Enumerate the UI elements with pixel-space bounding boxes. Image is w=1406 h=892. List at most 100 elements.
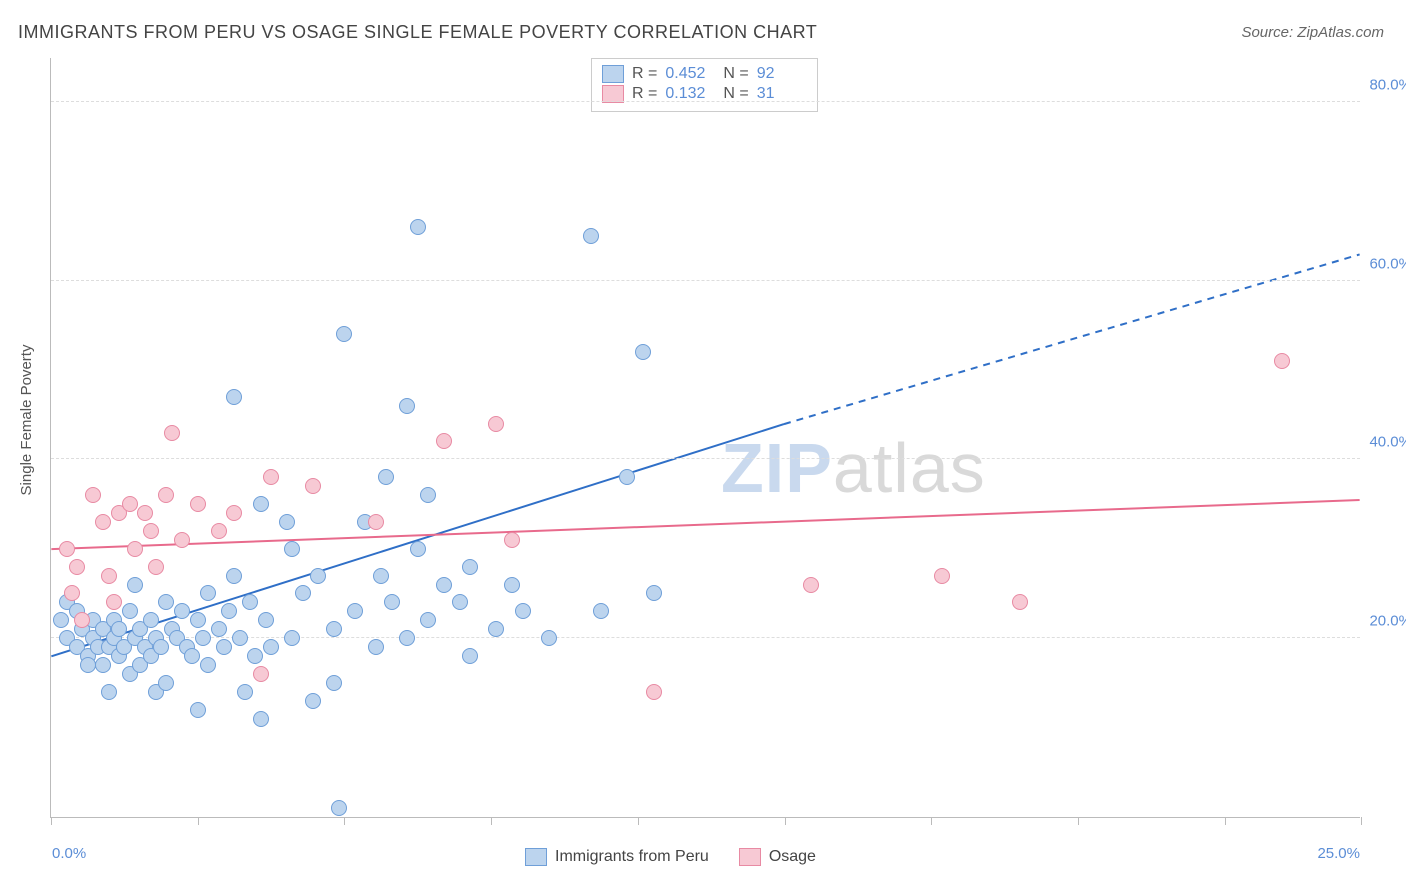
data-point-peru [226,389,242,405]
n-label: N = [723,65,748,83]
x-tick [344,817,345,825]
data-point-peru [190,612,206,628]
data-point-peru [143,612,159,628]
data-point-peru [462,648,478,664]
data-point-peru [336,326,352,342]
legend-swatch [602,65,624,83]
data-point-osage [106,594,122,610]
data-point-peru [237,684,253,700]
data-point-peru [111,621,127,637]
data-point-osage [1274,353,1290,369]
data-point-peru [195,630,211,646]
data-point-peru [80,657,96,673]
data-point-peru [226,568,242,584]
gridline [51,458,1360,459]
data-point-peru [211,621,227,637]
legend-label: Immigrants from Peru [555,848,709,866]
y-tick-label: 80.0% [1369,76,1406,93]
data-point-peru [452,594,468,610]
data-point-peru [232,630,248,646]
data-point-peru [635,344,651,360]
data-point-osage [174,532,190,548]
data-point-osage [504,532,520,548]
data-point-peru [216,639,232,655]
y-axis-title: Single Female Poverty [18,345,35,496]
data-point-peru [295,585,311,601]
data-point-peru [504,577,520,593]
y-tick-label: 20.0% [1369,613,1406,630]
data-point-peru [347,603,363,619]
data-point-peru [242,594,258,610]
data-point-peru [122,603,138,619]
r-label: R = [632,65,657,83]
x-tick [491,817,492,825]
data-point-peru [184,648,200,664]
data-point-peru [253,711,269,727]
x-axis-min-label: 0.0% [52,845,86,862]
data-point-peru [310,568,326,584]
data-point-osage [253,666,269,682]
data-point-osage [211,523,227,539]
x-tick [1225,817,1226,825]
n-value: 92 [757,65,807,83]
data-point-peru [593,603,609,619]
data-point-peru [619,469,635,485]
data-point-peru [436,577,452,593]
data-point-osage [934,568,950,584]
data-point-peru [263,639,279,655]
data-point-peru [326,621,342,637]
data-point-peru [200,657,216,673]
data-point-osage [59,541,75,557]
gridline [51,280,1360,281]
x-tick [198,817,199,825]
data-point-osage [646,684,662,700]
data-point-peru [646,585,662,601]
data-point-peru [373,568,389,584]
data-point-peru [378,469,394,485]
data-point-peru [399,630,415,646]
data-point-osage [95,514,111,530]
data-point-peru [410,219,426,235]
data-point-osage [436,433,452,449]
data-point-peru [221,603,237,619]
data-point-peru [420,612,436,628]
data-point-osage [74,612,90,628]
chart-title: IMMIGRANTS FROM PERU VS OSAGE SINGLE FEM… [18,22,817,43]
data-point-peru [515,603,531,619]
data-point-peru [253,496,269,512]
data-point-peru [174,603,190,619]
data-point-osage [64,585,80,601]
data-point-peru [53,612,69,628]
source-attribution: Source: ZipAtlas.com [1241,24,1384,41]
legend-label: Osage [769,848,816,866]
stats-legend: R =0.452N =92R = 0.132N = 31 [591,58,818,112]
legend-swatch [525,848,547,866]
stats-legend-row: R =0.452N =92 [602,65,807,83]
data-point-osage [122,496,138,512]
data-point-peru [158,594,174,610]
data-point-osage [368,514,384,530]
data-point-osage [85,487,101,503]
data-point-osage [143,523,159,539]
data-point-osage [803,577,819,593]
data-point-osage [488,416,504,432]
data-point-peru [541,630,557,646]
y-tick-label: 40.0% [1369,434,1406,451]
scatter-plot-area: ZIPatlas R =0.452N =92R = 0.132N = 31 20… [50,58,1360,818]
data-point-peru [258,612,274,628]
gridline [51,101,1360,102]
data-point-peru [305,693,321,709]
data-point-peru [462,559,478,575]
data-point-peru [284,541,300,557]
data-point-peru [326,675,342,691]
legend-swatch [739,848,761,866]
data-point-peru [200,585,216,601]
x-tick [51,817,52,825]
data-point-peru [284,630,300,646]
data-point-peru [101,684,117,700]
data-point-peru [384,594,400,610]
y-tick-label: 60.0% [1369,255,1406,272]
data-point-peru [279,514,295,530]
data-point-peru [158,675,174,691]
data-point-peru [488,621,504,637]
